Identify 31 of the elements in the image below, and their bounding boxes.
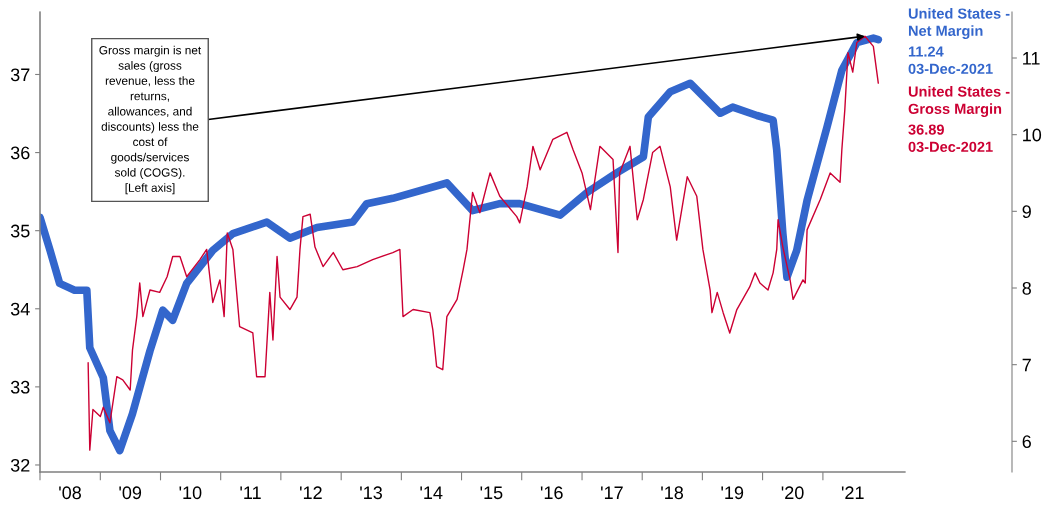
y-tick-label: 32	[10, 458, 30, 472]
y2-tick-label: 8	[1022, 281, 1031, 295]
text: Gross margin is net sales (gross revenue, less the returns, allowances, and discounts) less the cost of goods/services sold (COGS). [Left axis]	[99, 45, 202, 195]
x-tick-label: '12	[300, 486, 322, 499]
x-tick-label: '21	[841, 486, 864, 499]
x-tick-label: '15	[480, 486, 503, 500]
x-tick-label: '18	[661, 486, 684, 500]
y-tick-label: 36	[10, 146, 30, 160]
x-tick-label: '09	[119, 486, 142, 500]
y-tick-label: 33	[10, 380, 30, 394]
y2-tick-label: 10	[1023, 128, 1042, 142]
x-tick-label: '11	[240, 486, 261, 499]
y-tick-label: 37	[10, 68, 30, 82]
y2-tick-label: 9	[1022, 205, 1031, 219]
x-tick-label: '20	[781, 486, 804, 500]
x-tick-label: '08	[59, 486, 81, 500]
x-tick-label: '14	[420, 486, 443, 499]
text: 11.24 03-Dec-2021	[908, 46, 993, 75]
y2-tick-label: 11	[1023, 52, 1040, 65]
text: 36.89 03-Dec-2021	[908, 124, 993, 153]
y2-tick-label: 6	[1022, 435, 1031, 449]
text: United States - Gross Margin	[908, 86, 1010, 117]
y-tick-label: 34	[10, 302, 30, 316]
y-tick-label: 35	[10, 224, 30, 238]
x-tick-label: '19	[721, 486, 744, 500]
x-tick-label: '17	[601, 486, 623, 499]
text: United States - Net Margin	[908, 8, 1010, 39]
x-tick-label: '10	[179, 486, 202, 500]
y2-tick-label: 7	[1022, 358, 1031, 372]
x-tick-label: '13	[360, 486, 382, 500]
x-tick-label: '16	[540, 486, 563, 500]
